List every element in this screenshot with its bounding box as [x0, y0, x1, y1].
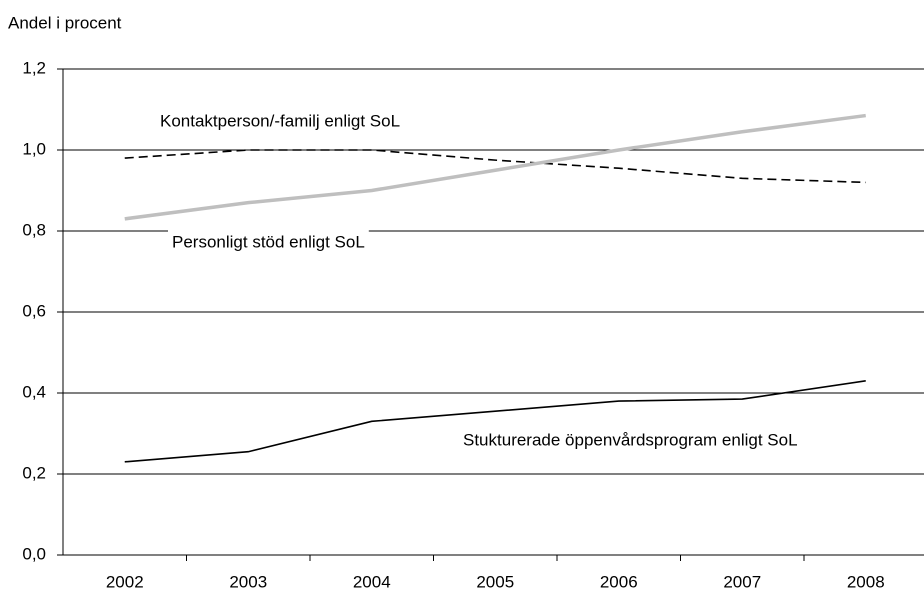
series-label: Personligt stöd enligt SoL: [172, 232, 365, 251]
y-tick-label: 0,0: [22, 544, 46, 563]
x-tick-label: 2008: [847, 572, 885, 591]
y-tick-label: 0,8: [22, 220, 46, 239]
x-tick-label: 2004: [353, 572, 391, 591]
line: [124, 380, 866, 463]
line: [124, 113, 866, 221]
line: [124, 149, 866, 184]
x-tick-label: 2005: [476, 572, 514, 591]
x-tick-label: 2006: [600, 572, 638, 591]
y-tick-label: 1,2: [22, 58, 46, 77]
y-tick-label: 0,2: [22, 463, 46, 482]
y-tick-label: 1,0: [22, 139, 46, 158]
x-tick-label: 2002: [106, 572, 144, 591]
y-axis-label: Andel i procent: [8, 13, 122, 32]
x-tick-label: 2007: [723, 572, 761, 591]
label-background: [168, 230, 369, 254]
series-label: Stukturerade öppenvårdsprogram enligt So…: [463, 430, 798, 449]
y-tick-label: 0,6: [22, 301, 46, 320]
y-tick-label: 0,4: [22, 382, 46, 401]
series-label: Kontaktperson/-familj enligt SoL: [160, 111, 400, 130]
x-tick-label: 2003: [229, 572, 267, 591]
